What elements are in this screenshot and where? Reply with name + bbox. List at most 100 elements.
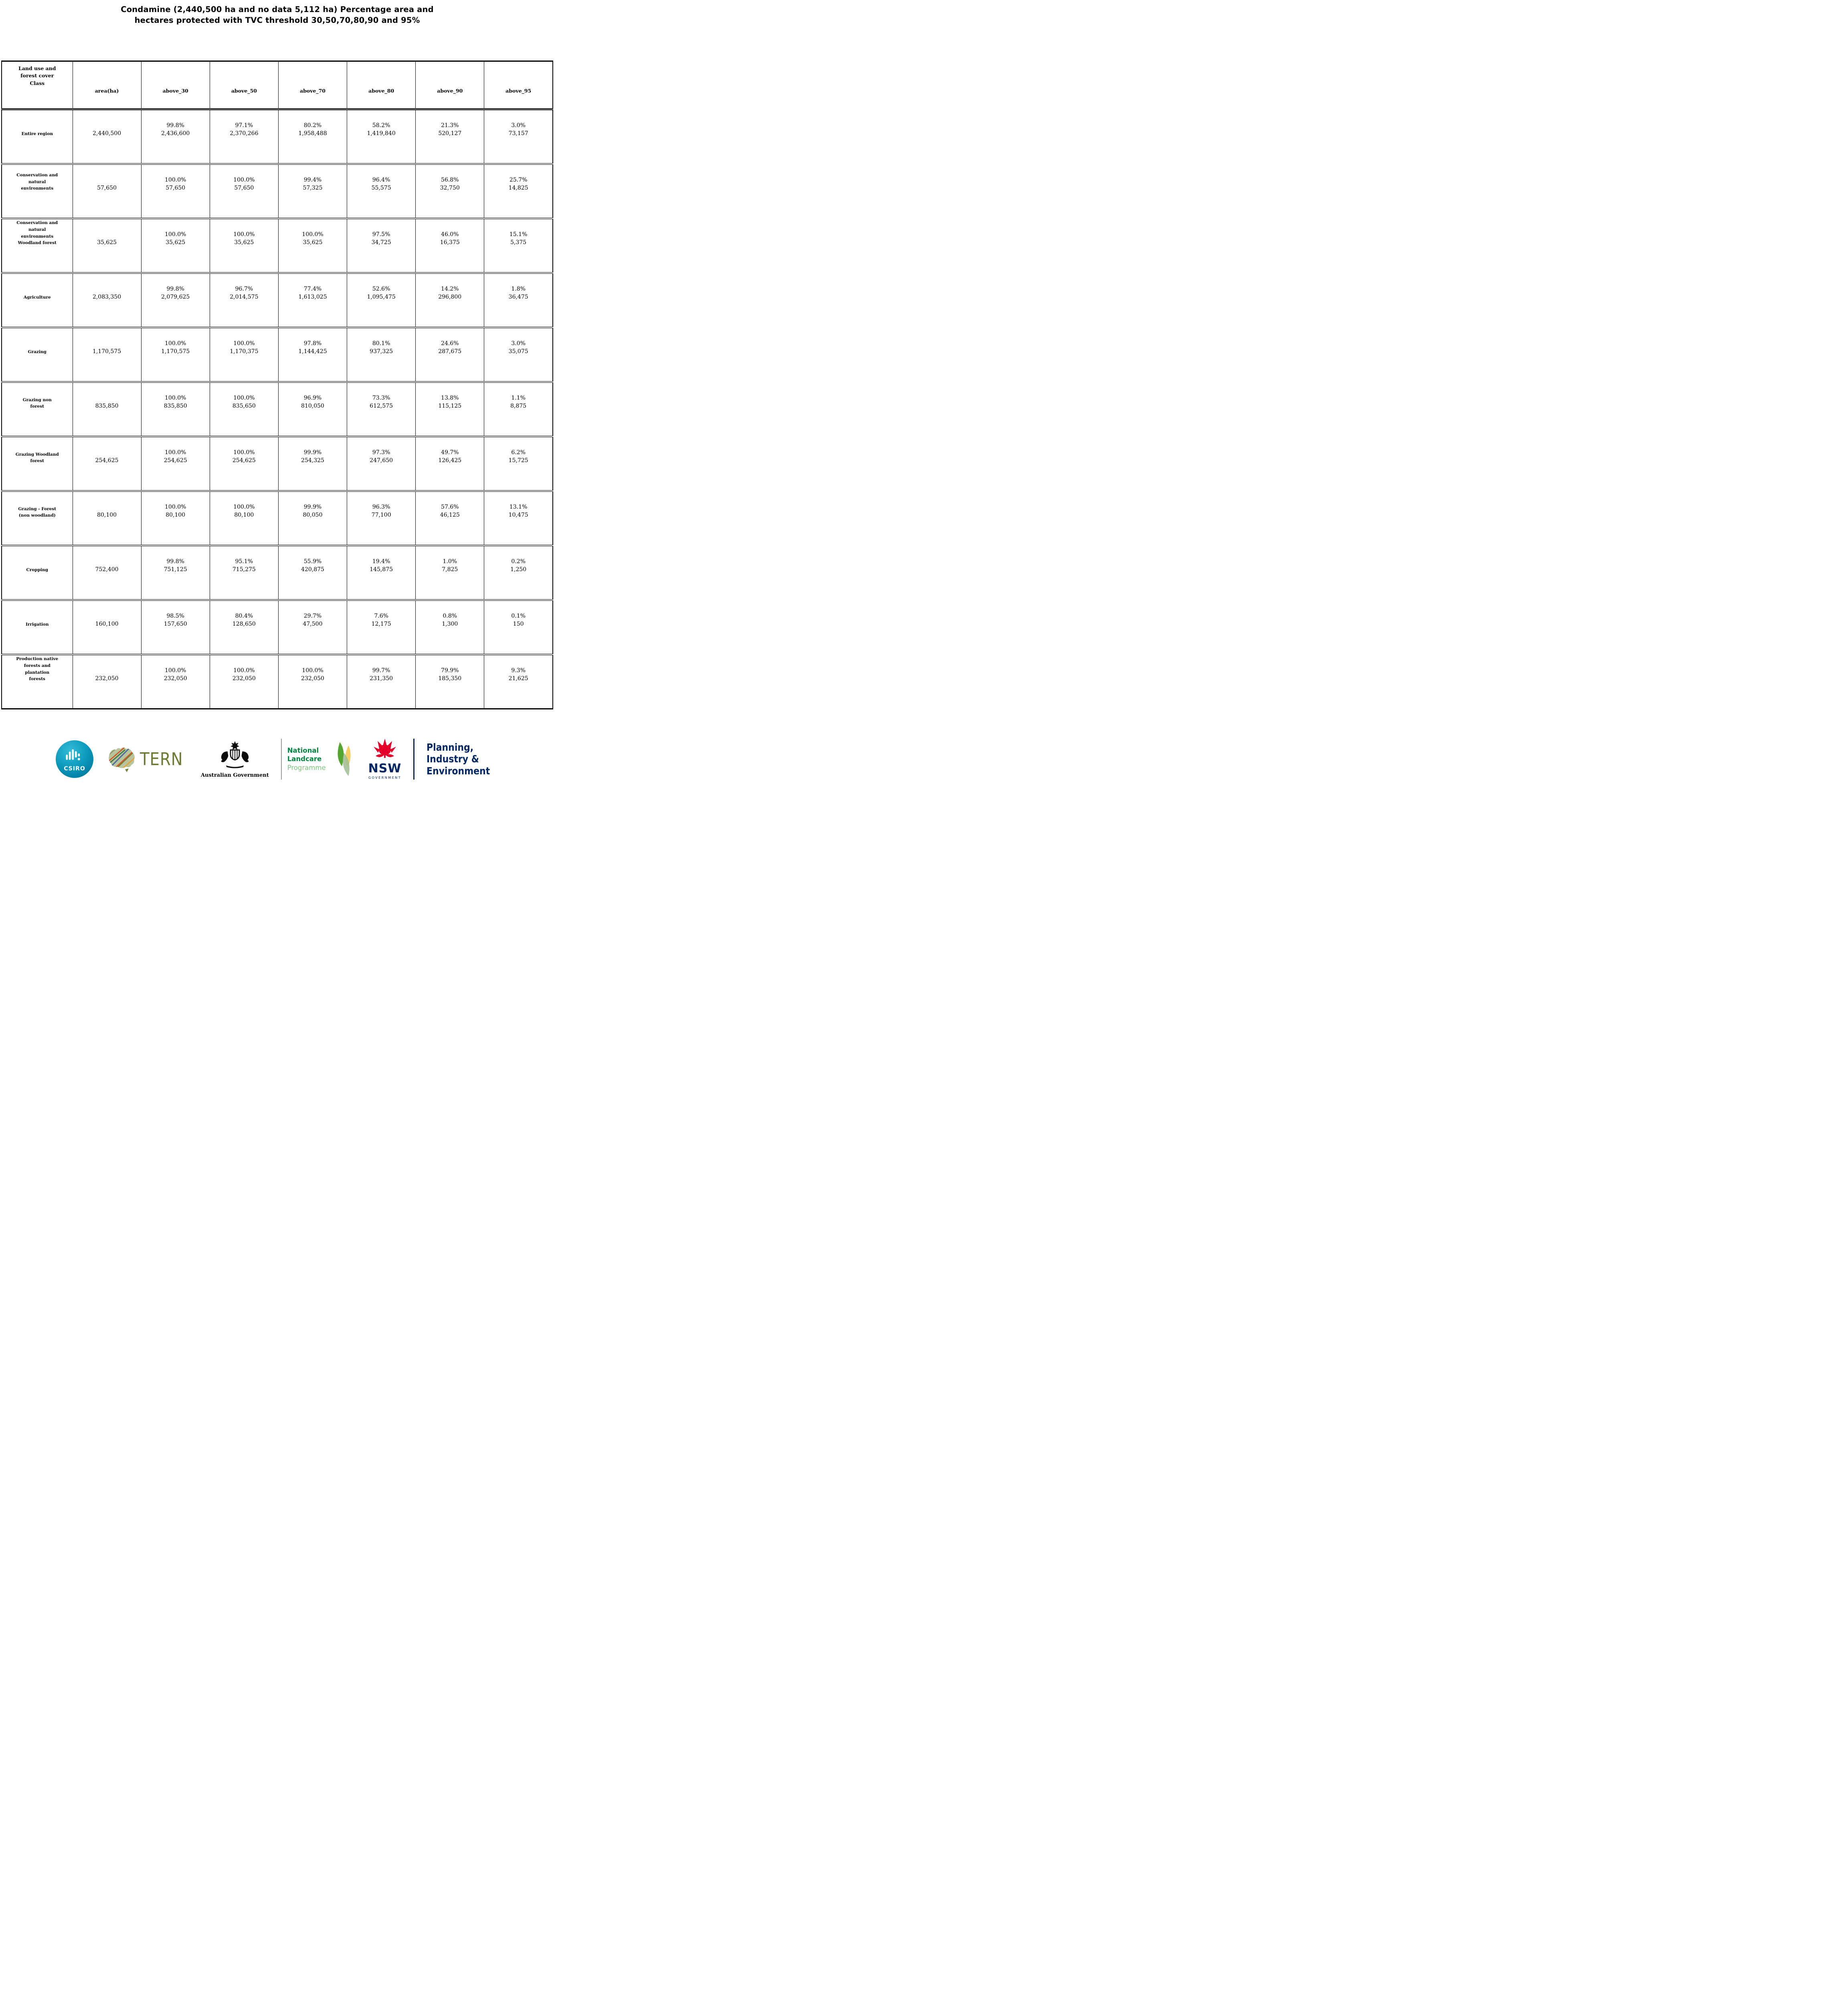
cell-percent: 100.0% (233, 340, 255, 347)
cell-hectares: 254,625 (232, 457, 256, 464)
area-value: 254,625 (95, 457, 119, 464)
area-value: 2,083,350 (92, 293, 121, 300)
data-cell: 100.0% 80,100 (211, 503, 277, 519)
data-cell: 100.0% 254,625 (211, 448, 277, 465)
cell-hectares: 715,275 (232, 566, 256, 573)
cell-percent: 100.0% (233, 449, 255, 456)
table-row: Irrigation 160,100 98.5% 157,650 80.4% 128,65… (2, 600, 553, 655)
data-cell: 100.0% 35,625 (211, 230, 277, 247)
row-label: Cropping (26, 568, 49, 573)
cell-percent: 100.0% (165, 176, 186, 183)
cell-percent: 99.4% (303, 176, 322, 183)
cell-percent: 1.0% (443, 558, 457, 565)
cell-hectares: 1,250 (510, 566, 527, 573)
data-cell: 95.1% 715,275 (211, 558, 277, 574)
cell-hectares: 612,575 (370, 402, 393, 409)
data-cell: 13.1% 10,475 (485, 503, 552, 519)
cell-percent: 80.2% (303, 122, 322, 129)
data-cell: 29.7% 47,500 (279, 612, 346, 628)
tern-wordmark: TERN (140, 749, 183, 770)
data-cell: 3.0% 35,075 (485, 339, 552, 356)
cell-percent: 80.1% (372, 340, 390, 347)
cell-hectares: 145,875 (370, 566, 393, 573)
cell-percent: 100.0% (233, 176, 255, 183)
data-cell: 73.3% 612,575 (348, 394, 414, 410)
cell-hectares: 1,613,025 (298, 293, 327, 300)
cell-hectares: 1,300 (442, 620, 458, 627)
cell-percent: 46.0% (441, 231, 459, 238)
data-cell: 55.9% 420,875 (279, 558, 346, 574)
area-value: 2,440,500 (92, 130, 121, 137)
data-cell: 46.0% 16,375 (417, 230, 483, 247)
cell-hectares: 80,100 (166, 511, 186, 518)
cell-percent: 3.0% (511, 122, 526, 129)
data-cell: 49.7% 126,425 (417, 448, 483, 465)
cell-hectares: 2,014,575 (230, 293, 259, 300)
cell-percent: 7.6% (374, 612, 388, 619)
cell-hectares: 1,144,425 (298, 348, 327, 355)
cell-percent: 99.8% (166, 285, 184, 292)
cell-hectares: 34,725 (371, 239, 391, 246)
cell-percent: 100.0% (233, 503, 255, 510)
table-row: Cropping 752,400 99.8% 751,125 95.1% 715,275 5… (2, 545, 553, 601)
data-cell: 19.4% 145,875 (348, 558, 414, 574)
cell-percent: 97.5% (372, 231, 390, 238)
cell-hectares: 12,175 (371, 620, 391, 627)
data-cell: 1.8% 36,475 (485, 285, 552, 301)
cell-hectares: 35,625 (303, 239, 323, 246)
planning-line3: Environment (427, 765, 490, 777)
data-cell: 97.5% 34,725 (348, 230, 414, 247)
cell-hectares: 2,436,600 (161, 130, 190, 137)
cell-percent: 25.7% (509, 176, 528, 183)
report-page: Condamine (2,440,500 ha and no data 5,11… (0, 0, 554, 788)
data-cell: 13.8% 115,125 (417, 394, 483, 410)
cell-hectares: 247,650 (370, 457, 393, 464)
cell-percent: 96.3% (372, 503, 390, 510)
cell-hectares: 21,625 (508, 675, 528, 682)
landcare-line2: Landcare (287, 755, 322, 763)
cell-hectares: 7,825 (442, 566, 458, 573)
cell-hectares: 232,050 (164, 675, 187, 682)
footer-logos: CSIRO (0, 730, 554, 788)
planning-line1: Planning, (427, 741, 474, 753)
data-cell: 1.1% 8,875 (485, 394, 552, 410)
csiro-logo: CSIRO (55, 740, 93, 778)
row-label: Grazing Woodland forest (15, 452, 59, 464)
data-cell: 100.0% 35,625 (279, 230, 346, 247)
cell-percent: 100.0% (165, 340, 186, 347)
cell-hectares: 232,050 (301, 675, 324, 682)
data-cell: 100.0% 1,170,375 (211, 339, 277, 356)
table-row: Entire region 2,440,500 99.8% 2,436,600 97.1… (2, 109, 553, 165)
cell-percent: 29.7% (303, 612, 322, 619)
area-value: 35,625 (97, 239, 117, 246)
cell-hectares: 57,650 (166, 184, 186, 191)
column-header-above-90: above_90 (437, 87, 463, 94)
area-value: 232,050 (95, 675, 119, 682)
cell-percent: 97.3% (372, 449, 390, 456)
table-row: Production native forests and plantation… (2, 654, 553, 709)
data-cell: 97.3% 247,650 (348, 448, 414, 465)
row-label: Entire region (21, 131, 53, 137)
cell-percent: 1.1% (511, 394, 526, 401)
cell-hectares: 937,325 (370, 348, 393, 355)
tern-logo: TERN (105, 745, 189, 773)
cell-percent: 97.8% (303, 340, 322, 347)
nsw-government-caption: GOVERNMENT (368, 776, 402, 780)
data-cell: 7.6% 12,175 (348, 612, 414, 628)
cell-percent: 100.0% (165, 503, 186, 510)
cell-percent: 14.2% (441, 285, 459, 292)
cell-percent: 55.9% (303, 558, 322, 565)
cell-percent: 58.2% (372, 122, 390, 129)
column-header-above-95: above_95 (505, 87, 532, 94)
cell-percent: 0.2% (511, 558, 526, 565)
table-row: Conservation and natural environments 57,… (2, 164, 553, 219)
data-cell: 0.2% 1,250 (485, 558, 552, 574)
cell-percent: 79.9% (441, 667, 459, 674)
cell-hectares: 115,125 (438, 402, 462, 409)
data-cell: 99.4% 57,325 (279, 176, 346, 192)
row-label: Grazing (28, 349, 47, 355)
area-value: 752,400 (95, 566, 119, 573)
cell-percent: 15.1% (509, 231, 528, 238)
cell-hectares: 8,875 (510, 402, 527, 409)
data-cell: 99.9% 80,050 (279, 503, 346, 519)
